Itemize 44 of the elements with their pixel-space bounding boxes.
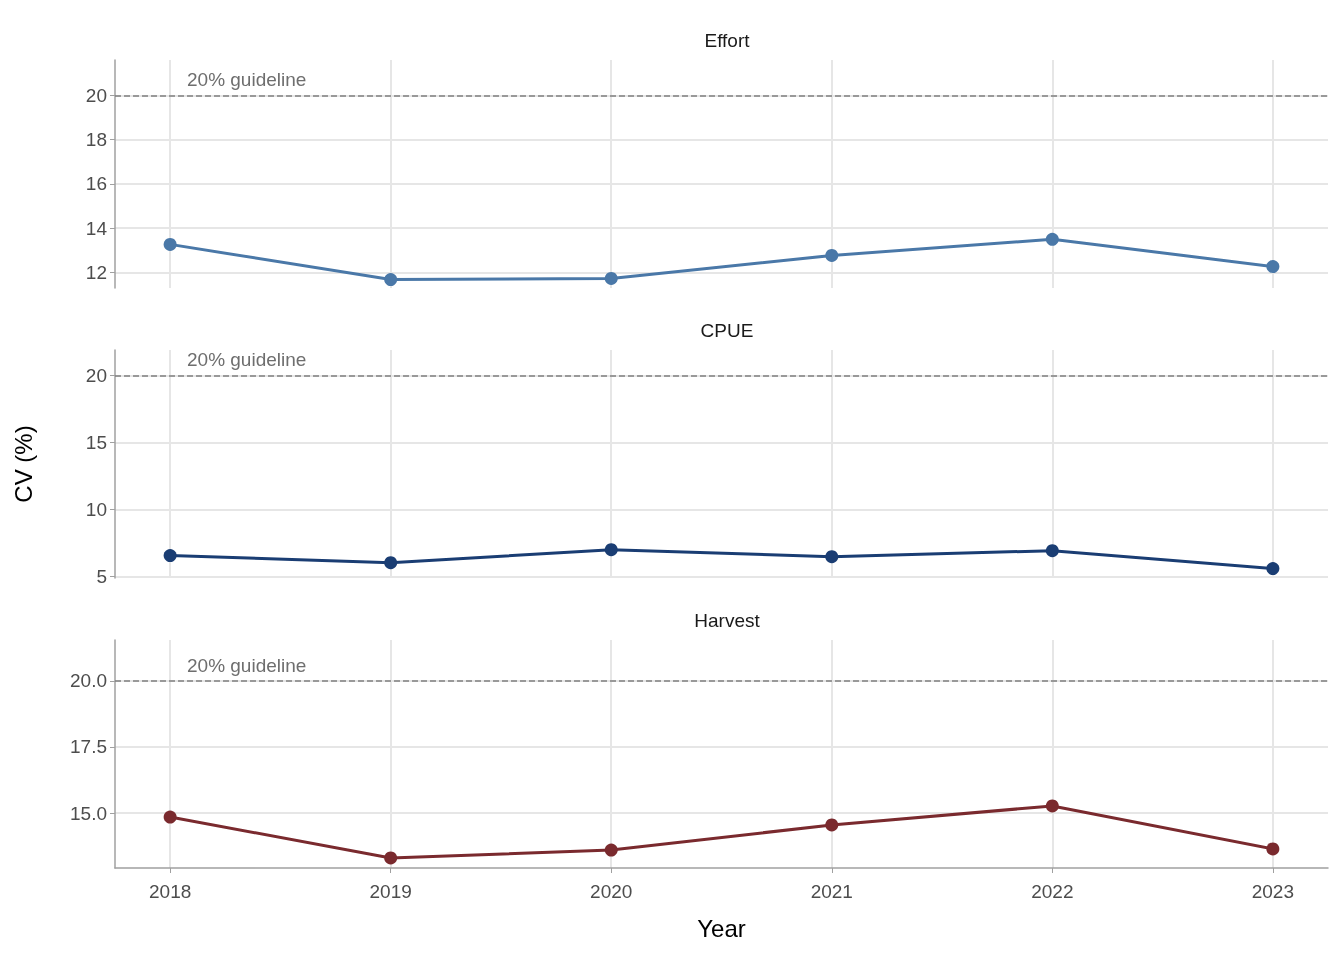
point <box>1266 842 1280 856</box>
point <box>604 271 618 285</box>
y-tick-label: 17.5 <box>70 736 107 758</box>
y-tick-label: 15.0 <box>70 802 107 824</box>
y-tick-label: 12 <box>85 262 107 283</box>
x-tick-label: 2020 <box>590 881 633 902</box>
y-tick-label: 20 <box>85 364 107 386</box>
point <box>604 543 618 557</box>
y-tick-label: 15 <box>85 432 107 454</box>
y-tick-label: 5 <box>96 566 107 588</box>
x-tick-label: 2022 <box>1031 881 1074 902</box>
x-tick-label: 2021 <box>810 881 853 902</box>
chart-title: Harvest <box>694 610 761 631</box>
point <box>384 273 398 287</box>
point <box>825 248 839 262</box>
y-tick-label: 20 <box>85 84 107 106</box>
y-axis-title: CV (%) <box>9 425 37 503</box>
point <box>384 851 398 865</box>
point <box>1045 544 1059 558</box>
point <box>825 550 839 564</box>
point <box>825 818 839 832</box>
chart-title: Effort <box>704 30 751 51</box>
point <box>163 549 177 563</box>
x-tick-label: 2019 <box>369 881 412 902</box>
y-tick-label: 10 <box>85 499 107 521</box>
point <box>1266 562 1280 576</box>
point <box>384 556 398 570</box>
point <box>163 810 177 824</box>
point <box>1045 232 1059 246</box>
ref-line-label: 20% guideline <box>187 654 307 676</box>
y-tick-label: 14 <box>85 217 108 239</box>
x-tick-label: 2018 <box>149 881 192 902</box>
y-tick-label: 18 <box>85 129 107 151</box>
y-tick-label: 20.0 <box>70 670 107 692</box>
x-axis-title: Year <box>697 914 746 942</box>
chart-title: CPUE <box>700 320 754 341</box>
point <box>604 843 618 857</box>
point <box>1045 799 1059 813</box>
y-tick-label: 16 <box>85 173 107 195</box>
point <box>163 237 177 251</box>
x-tick-label: 2023 <box>1251 881 1294 902</box>
point <box>1266 260 1280 274</box>
ref-line-label: 20% guideline <box>187 349 307 371</box>
ref-line-label: 20% guideline <box>187 69 307 91</box>
